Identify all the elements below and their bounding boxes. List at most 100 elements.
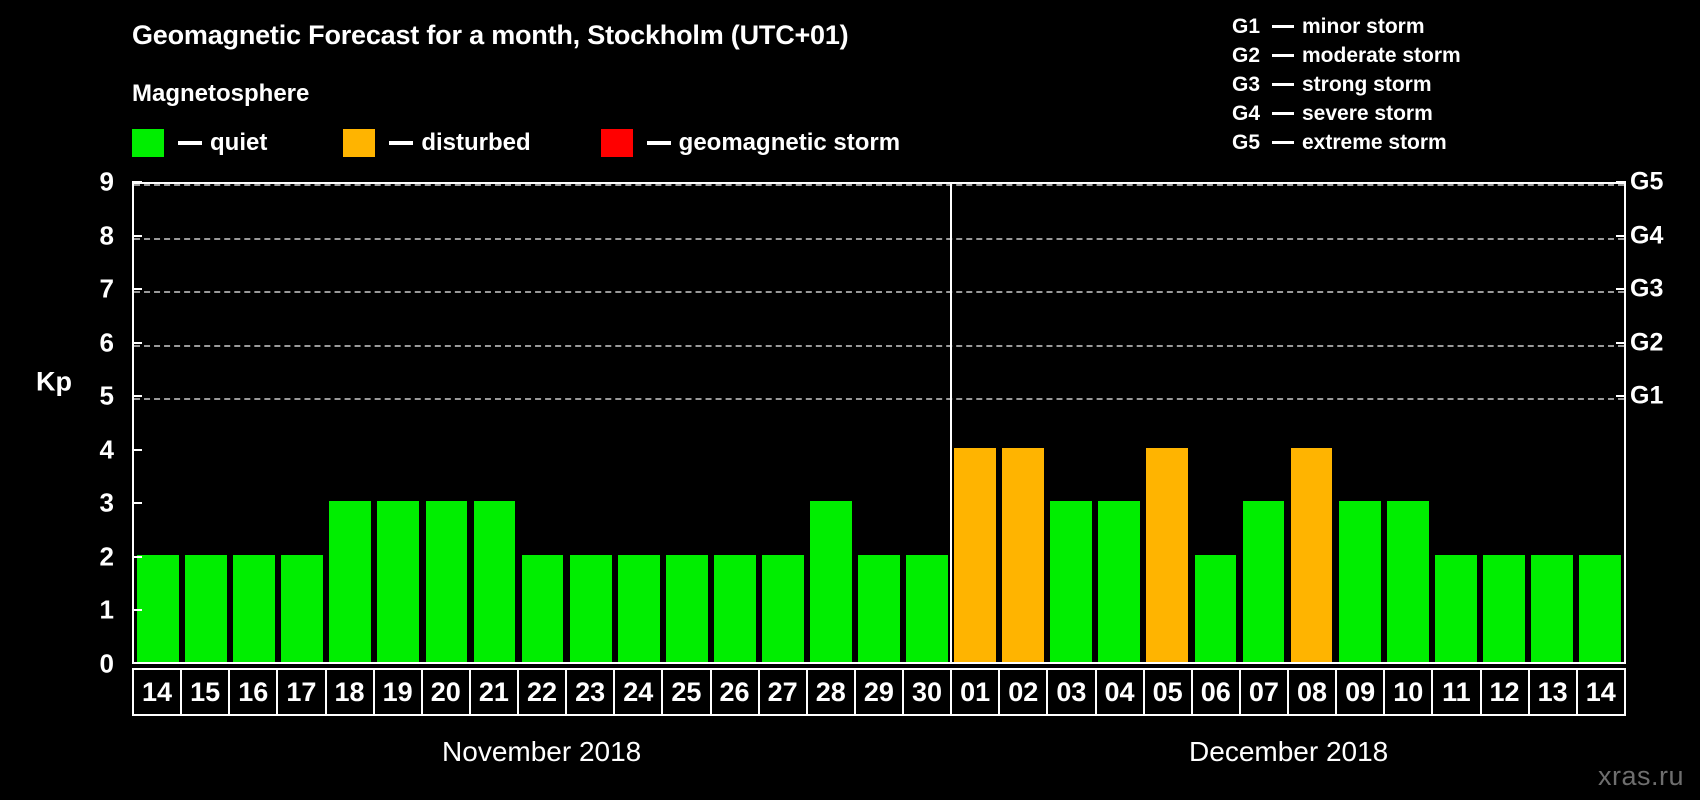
bar-cell[interactable] <box>134 184 182 662</box>
bar[interactable] <box>473 501 516 662</box>
day-cell[interactable]: 14 <box>134 670 183 714</box>
day-cell[interactable]: 04 <box>1097 670 1145 714</box>
bar[interactable] <box>954 447 996 662</box>
day-cell[interactable]: 03 <box>1048 670 1097 714</box>
bar-cell[interactable] <box>1047 184 1095 662</box>
bar[interactable] <box>233 554 276 662</box>
bar[interactable] <box>1050 501 1093 662</box>
bar[interactable] <box>761 554 804 662</box>
day-cell[interactable]: 23 <box>567 670 616 714</box>
bar-cell[interactable] <box>663 184 711 662</box>
bar-cell[interactable] <box>519 184 567 662</box>
bar-cell[interactable] <box>422 184 470 662</box>
bar-cell[interactable] <box>1095 184 1143 662</box>
day-cell[interactable]: 28 <box>808 670 856 714</box>
day-cell[interactable]: 08 <box>1289 670 1338 714</box>
bar[interactable] <box>1242 501 1285 662</box>
day-cell[interactable]: 05 <box>1145 670 1193 714</box>
day-cell[interactable]: 21 <box>471 670 519 714</box>
bar[interactable] <box>329 501 372 662</box>
bar-cell[interactable] <box>326 184 374 662</box>
bar-cell[interactable] <box>374 184 422 662</box>
bar-cell[interactable] <box>1528 184 1576 662</box>
day-cell[interactable]: 15 <box>182 670 231 714</box>
bar-cell[interactable] <box>182 184 230 662</box>
y-tick-mark <box>132 609 142 612</box>
day-cell[interactable]: 17 <box>278 670 327 714</box>
bar-cell[interactable] <box>903 184 951 662</box>
bar-cell[interactable] <box>1576 184 1624 662</box>
bar-cell[interactable] <box>278 184 326 662</box>
bar[interactable] <box>1290 447 1333 662</box>
bar-cell[interactable] <box>230 184 278 662</box>
day-cell[interactable]: 02 <box>1000 670 1049 714</box>
bar[interactable] <box>1338 501 1381 662</box>
bar[interactable] <box>1002 447 1045 662</box>
day-cell[interactable]: 19 <box>375 670 423 714</box>
bar[interactable] <box>521 554 564 662</box>
day-cell[interactable]: 18 <box>327 670 375 714</box>
bar-cell[interactable] <box>855 184 903 662</box>
bar[interactable] <box>425 501 468 662</box>
bar-cell[interactable] <box>951 184 999 662</box>
gridline <box>134 398 1624 401</box>
bar-cell[interactable] <box>1143 184 1191 662</box>
bar[interactable] <box>1579 554 1621 662</box>
day-cell[interactable]: 13 <box>1530 670 1578 714</box>
bar[interactable] <box>617 554 660 662</box>
day-cell[interactable]: 26 <box>712 670 760 714</box>
day-cell[interactable]: 10 <box>1385 670 1434 714</box>
legend-swatch-disturbed <box>343 129 376 157</box>
bar[interactable] <box>137 554 179 662</box>
day-cell[interactable]: 25 <box>663 670 712 714</box>
y-tick-mark <box>132 502 142 505</box>
bar[interactable] <box>1146 447 1189 662</box>
bar-cell[interactable] <box>1336 184 1384 662</box>
bar[interactable] <box>1194 554 1237 662</box>
bar-cell[interactable] <box>1480 184 1528 662</box>
bar-cell[interactable] <box>1288 184 1336 662</box>
bar-cell[interactable] <box>759 184 807 662</box>
bar-cell[interactable] <box>1239 184 1287 662</box>
page-title: Geomagnetic Forecast for a month, Stockh… <box>132 20 849 50</box>
day-cell[interactable]: 27 <box>760 670 808 714</box>
day-cell[interactable]: 11 <box>1433 670 1482 714</box>
day-cell[interactable]: 22 <box>519 670 568 714</box>
day-cell[interactable]: 09 <box>1337 670 1386 714</box>
bar-cell[interactable] <box>1384 184 1432 662</box>
bar-cell[interactable] <box>567 184 615 662</box>
bar[interactable] <box>1482 554 1525 662</box>
legend-item-disturbed: disturbed <box>343 128 531 158</box>
bar[interactable] <box>281 554 324 662</box>
bar-cell[interactable] <box>1191 184 1239 662</box>
day-cell[interactable]: 06 <box>1193 670 1241 714</box>
bar-cell[interactable] <box>470 184 518 662</box>
day-cell[interactable]: 12 <box>1482 670 1530 714</box>
bar-cell[interactable] <box>711 184 759 662</box>
bar[interactable] <box>906 554 948 662</box>
bar-cell[interactable] <box>615 184 663 662</box>
day-cell[interactable]: 24 <box>615 670 664 714</box>
gscale-code: G3 <box>1232 72 1261 96</box>
bar[interactable] <box>377 501 420 662</box>
bar[interactable] <box>810 501 852 662</box>
bar-cell[interactable] <box>1432 184 1480 662</box>
bar[interactable] <box>1386 501 1429 662</box>
bar[interactable] <box>185 554 227 662</box>
bar-cell[interactable] <box>999 184 1047 662</box>
day-cell[interactable]: 07 <box>1241 670 1289 714</box>
day-cell[interactable]: 20 <box>423 670 471 714</box>
day-cell[interactable]: 01 <box>952 670 1001 714</box>
day-cell[interactable]: 29 <box>856 670 904 714</box>
bar-cell[interactable] <box>807 184 855 662</box>
bar[interactable] <box>1098 501 1141 662</box>
bar[interactable] <box>665 554 708 662</box>
day-cell[interactable]: 16 <box>230 670 279 714</box>
bar[interactable] <box>1434 554 1477 662</box>
bar[interactable] <box>569 554 612 662</box>
bar[interactable] <box>1530 554 1573 662</box>
day-cell[interactable]: 14 <box>1585 676 1616 707</box>
day-cell[interactable]: 30 <box>904 670 953 714</box>
bar[interactable] <box>858 554 900 662</box>
bar[interactable] <box>713 554 756 662</box>
